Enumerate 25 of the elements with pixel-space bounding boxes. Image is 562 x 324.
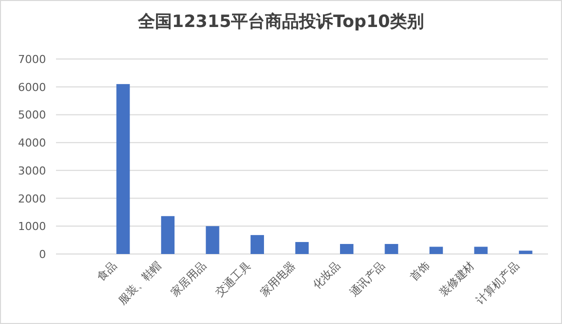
bar: [295, 242, 309, 254]
bar: [116, 84, 130, 254]
bar: [250, 235, 264, 254]
bar: [206, 226, 220, 254]
x-tick-label: 化妆品: [310, 258, 343, 292]
chart-title: 全国12315平台商品投诉Top10类别: [137, 12, 424, 32]
y-tick-label: 1000: [18, 220, 46, 234]
bar: [518, 250, 532, 254]
bar: [384, 244, 398, 254]
y-tick-label: 3000: [18, 164, 46, 178]
bar: [161, 216, 175, 254]
y-tick-label: 7000: [18, 53, 46, 66]
x-tick-label: 家居用品: [168, 258, 209, 300]
y-tick-label: 6000: [18, 80, 46, 94]
y-tick-label: 4000: [18, 136, 46, 150]
y-tick-label: 5000: [18, 108, 46, 122]
x-tick-label: 首饰: [408, 258, 432, 284]
y-tick-label: 0: [39, 248, 46, 261]
y-tick-label: 2000: [18, 192, 46, 206]
x-tick-label: 通讯产品: [347, 258, 388, 300]
x-tick-label: 家用电器: [258, 258, 298, 300]
bar: [340, 244, 354, 254]
bar: [429, 246, 443, 254]
x-tick-label: 交通工具: [213, 258, 254, 300]
bar: [474, 246, 488, 254]
